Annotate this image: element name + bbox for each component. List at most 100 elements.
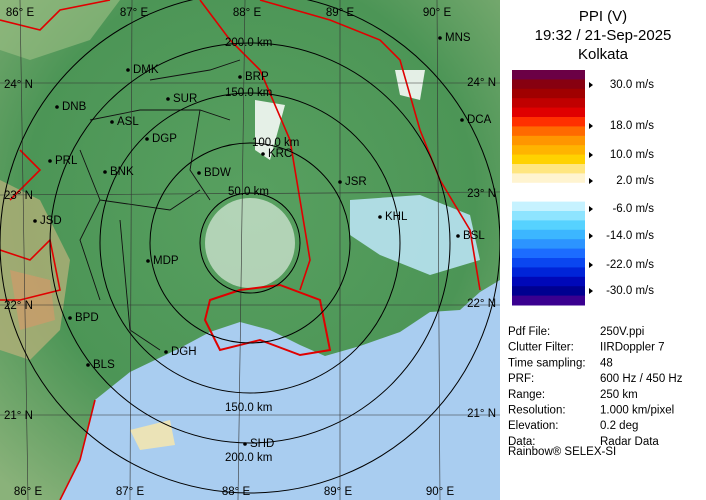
legend-arrow (589, 233, 593, 239)
ring-label: 200.0 km (225, 37, 272, 49)
place-dot (238, 75, 242, 79)
place-label: DGP (152, 133, 177, 145)
place-dot (243, 442, 247, 446)
legend-label: -30.0 m/s (606, 285, 654, 297)
info-value: 0.2 deg (600, 420, 638, 432)
colorbar-band (512, 98, 585, 109)
info-key: Clutter Filter: (508, 342, 574, 354)
place-dot (146, 259, 150, 263)
info-value: 1.000 km/pixel (600, 405, 674, 417)
info-value: Radar Data (600, 436, 659, 448)
info-value: 600 Hz / 450 Hz (600, 373, 683, 385)
location: Kolkata (578, 46, 629, 63)
range-ring (149, 142, 351, 344)
lat-label: 24° N (4, 79, 33, 91)
place-dot (126, 68, 130, 72)
place-label: MNS (445, 32, 471, 44)
place-dot (166, 97, 170, 101)
place-label: KHL (385, 211, 408, 223)
colorbar-band (512, 286, 585, 297)
info-key: Pdf File: (508, 326, 550, 338)
echo (350, 195, 480, 275)
echo (255, 100, 285, 160)
info-key: Time sampling: (508, 357, 586, 369)
legend-label: -22.0 m/s (606, 259, 654, 271)
ring-label: 50.0 km (228, 186, 269, 198)
highland (10, 270, 55, 330)
lon-label: 89° E (324, 486, 353, 498)
place-label: KRC (268, 148, 292, 160)
info-value: IIRDoppler 7 (600, 342, 665, 354)
lon-label: 87° E (120, 7, 149, 19)
border (0, 0, 481, 500)
place-dot (164, 350, 168, 354)
legend-label: -14.0 m/s (606, 230, 654, 242)
sea (0, 280, 500, 500)
colorbar-band (512, 295, 585, 306)
place-dot (378, 215, 382, 219)
colorbar-band (512, 145, 585, 156)
place-dot (110, 120, 114, 124)
legend-label: 2.0 m/s (616, 175, 654, 187)
map: 86° E 86° E 87° E 87° E 88° E 88° E 89° E 89° E… (0, 0, 500, 500)
lon-label: 86° E (6, 7, 35, 19)
clutter (205, 198, 295, 288)
colorbar-band (512, 239, 585, 250)
ring-label: 100.0 km (252, 137, 299, 149)
info-key: Range: (508, 389, 545, 401)
place-dot (460, 118, 464, 122)
colorbar-band (512, 88, 585, 99)
colorbar-band (512, 229, 585, 240)
place-label: BSL (463, 230, 485, 242)
info-key: Elevation: (508, 420, 559, 432)
place-dot (55, 105, 59, 109)
footer: Rainbow® SELEX-SI (508, 446, 616, 458)
place-dot (438, 36, 442, 40)
place-label: SUR (173, 93, 197, 105)
info-value: 250 km (600, 389, 638, 401)
colorbar-band (512, 173, 585, 184)
place-label: BNK (110, 166, 134, 178)
colorbar-band (512, 182, 585, 193)
place-dot (197, 171, 201, 175)
place-dot (33, 219, 37, 223)
district-border (79, 59, 241, 351)
legend-arrow (589, 262, 593, 268)
place-dot (145, 137, 149, 141)
legend-arrow (589, 82, 593, 88)
title: PPI (V) (579, 8, 627, 25)
ring-label: 150.0 km (225, 402, 272, 414)
info-key: PRF: (508, 373, 534, 385)
place-dot (338, 180, 342, 184)
ring-label: 200.0 km (225, 452, 272, 464)
lat-label: 23° N (4, 190, 33, 202)
place-dot (103, 170, 107, 174)
range-ring (49, 42, 451, 444)
place-label: MDP (153, 255, 179, 267)
lon-label: 88° E (233, 7, 262, 19)
lon-label: 89° E (326, 7, 355, 19)
place-label: DGH (171, 346, 197, 358)
legend-arrow (589, 206, 593, 212)
lon-label: 88° E (222, 486, 251, 498)
echo (395, 70, 425, 100)
info-key: Data: (508, 436, 536, 448)
lon-label: 90° E (426, 486, 455, 498)
place-label: BPD (75, 312, 99, 324)
lon-label: 86° E (14, 486, 43, 498)
place-dot (261, 152, 265, 156)
colorbar-band (512, 248, 585, 259)
place-label: ASL (117, 116, 139, 128)
legend-label: 10.0 m/s (610, 149, 654, 161)
colorbar: 30.0 m/s 18.0 m/s 10.0 m/s 2.0 m/s -6.0 m/s -… (512, 70, 654, 306)
colorbar-band (512, 126, 585, 137)
place-label: BLS (93, 359, 115, 371)
colorbar-band (512, 117, 585, 127)
datetime: 19:32 / 21-Sep-2025 (535, 27, 672, 44)
place-label: SHD (250, 438, 274, 450)
colorbar-band (512, 201, 585, 212)
colorbar-band (512, 267, 585, 278)
colorbar-band (512, 220, 585, 231)
colorbar-band (512, 258, 585, 268)
